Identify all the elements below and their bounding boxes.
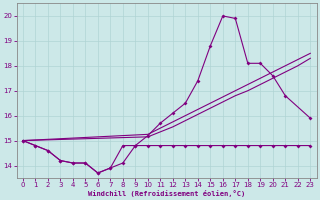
X-axis label: Windchill (Refroidissement éolien,°C): Windchill (Refroidissement éolien,°C) bbox=[88, 190, 245, 197]
